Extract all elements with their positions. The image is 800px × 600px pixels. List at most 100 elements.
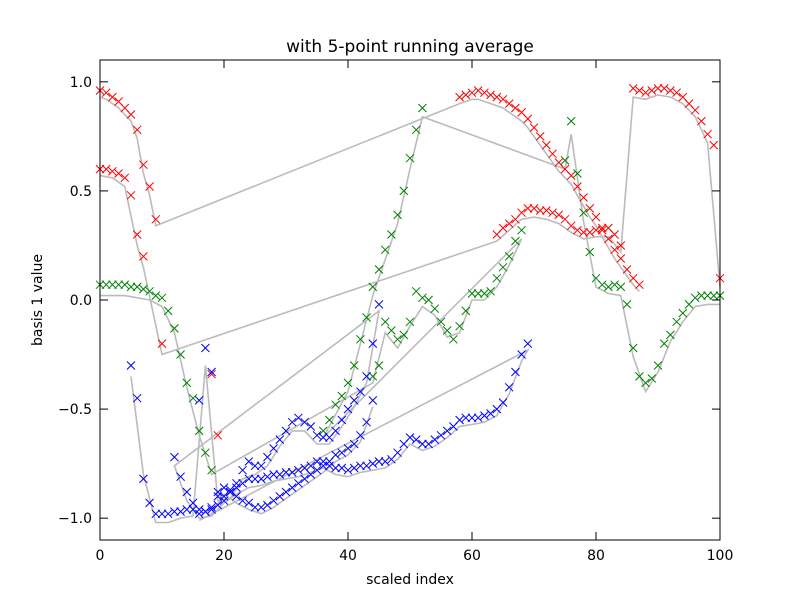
data-point-marker [232,483,241,492]
data-point-marker [393,210,402,220]
data-point-marker [312,457,322,466]
data-point-marker [461,306,471,316]
data-point-marker [368,282,378,292]
data-point-marker [442,326,452,335]
data-point-marker [349,361,359,370]
data-point-marker [504,252,514,261]
data-point-marker [374,457,384,466]
data-point-marker [132,125,142,135]
data-point-marker [517,350,526,359]
data-point-marker [480,411,489,420]
data-point-marker [312,465,322,475]
data-point-marker [709,291,719,300]
data-point-marker [349,463,359,473]
data-point-marker [635,86,644,95]
data-point-marker [263,472,272,482]
data-point-marker [566,221,576,231]
x-tick-label: 60 [463,548,481,564]
data-point-marker [591,212,601,222]
y-tick-label: 0.0 [70,293,92,309]
data-point-marker [442,426,452,436]
data-point-marker [151,509,161,519]
data-point-marker [405,433,415,442]
data-point-marker [659,339,669,348]
data-point-marker [597,225,607,235]
x-tick-label: 40 [339,548,357,564]
data-point-marker [666,86,675,95]
data-point-marker [176,507,185,516]
data-point-marker [529,204,539,213]
data-point-marker [318,461,328,471]
data-point-marker [132,393,142,403]
data-point-marker [256,474,266,484]
data-point-marker [151,291,161,300]
data-point-marker [238,465,247,475]
data-point-marker [356,387,365,396]
data-point-marker [616,241,626,250]
data-point-marker [430,435,440,444]
data-point-marker [374,361,384,370]
data-point-marker [703,129,712,139]
data-point-marker [616,282,626,292]
ticks-layer: 0 20 40 60 80 100 −1.0 −0.5 0.0 0.5 1.0 [58,60,733,564]
data-point-marker [126,110,136,119]
data-point-marker [585,247,595,257]
data-point-marker [219,483,229,492]
data-point-marker [281,468,291,477]
data-point-marker [368,396,378,405]
data-point-marker [194,396,204,405]
data-point-marker [108,92,117,102]
data-point-marker [194,426,204,436]
data-point-marker [114,280,123,290]
data-point-marker [647,86,657,95]
data-point-marker [306,461,316,471]
data-point-marker [492,92,502,102]
data-point-marker [486,90,495,100]
data-point-marker [523,204,533,213]
data-point-marker [504,99,514,108]
data-point-marker [511,236,520,246]
data-point-marker [213,487,223,497]
data-point-marker [548,208,557,218]
y-axis-label: basis 1 value [30,254,46,346]
data-point-marker [362,372,371,381]
data-point-marker [498,398,508,407]
data-point-marker [504,219,514,228]
data-point-marker [635,280,644,290]
data-point-marker [597,280,607,290]
data-point-marker [343,465,353,475]
data-point-marker [238,478,247,488]
data-point-marker [672,88,681,98]
data-point-marker [306,470,316,479]
data-point-marker [666,330,675,340]
data-point-marker [424,295,433,305]
data-point-marker [597,223,607,233]
data-point-marker [108,166,117,176]
data-point-marker [157,293,167,303]
data-point-marker [275,470,285,479]
data-point-marker [647,374,657,383]
data-point-marker [678,308,688,318]
data-point-marker [566,171,576,180]
data-point-marker [380,457,390,466]
y-tick-label: −1.0 [58,511,92,527]
data-point-marker [343,404,353,414]
data-point-marker [194,509,204,519]
data-point-marker [132,230,142,239]
data-point-marker [672,317,681,327]
data-point-marker [188,393,198,403]
data-point-marker [114,169,123,178]
data-point-marker [139,284,148,294]
data-point-marker [690,105,700,115]
data-point-marker [535,206,545,215]
data-point-marker [473,413,483,423]
data-point-marker [659,84,669,93]
data-point-marker [418,293,427,303]
data-point-marker [455,92,464,102]
y-tick-label: −0.5 [58,402,92,418]
data-point-marker [213,492,223,501]
data-point-marker [263,452,272,462]
data-point-marker [641,88,650,98]
data-point-marker [132,282,142,292]
